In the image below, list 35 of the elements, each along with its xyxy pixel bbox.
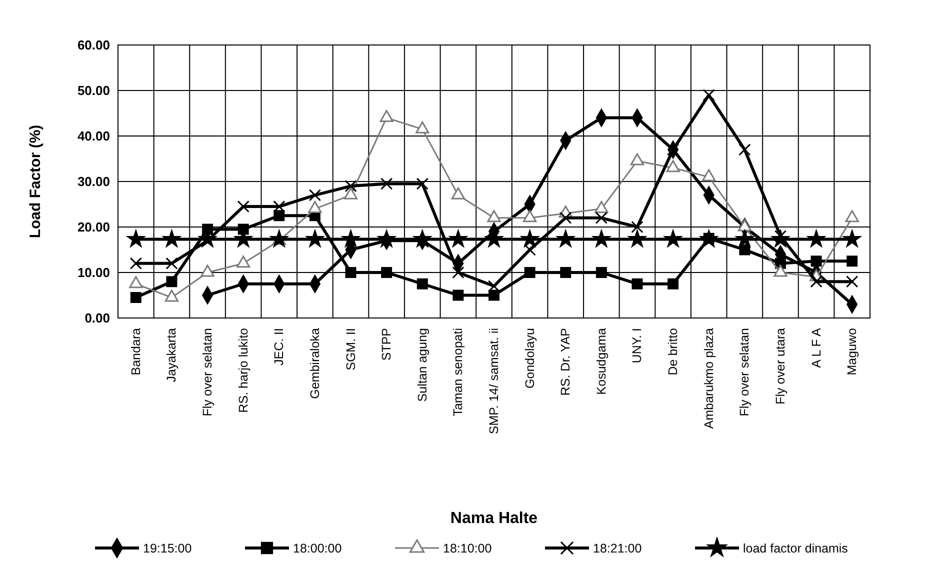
- x-tick-label: Maguwo: [845, 328, 860, 376]
- x-tick-label: Sultan agung: [415, 328, 430, 402]
- x-tick-label: Taman senopati: [451, 328, 466, 416]
- x-tick-label: Fly over utara: [773, 328, 788, 404]
- x-tick-label: Jayakarta: [164, 328, 179, 382]
- legend-label: load factor dinamis: [743, 541, 848, 556]
- y-tick-label: 30.00: [77, 174, 110, 190]
- x-tick-label: UNY. I: [630, 328, 644, 364]
- y-tick-label: 50.00: [77, 83, 110, 98]
- y-tick-label: 20.00: [77, 220, 110, 235]
- x-tick-label: Gondolayu: [522, 328, 537, 388]
- x-tick-label: RS. harjo lukito: [236, 328, 250, 413]
- legend-label: 18:21:00: [593, 541, 642, 556]
- x-tick-label: RS. Dr. YAP: [558, 328, 573, 396]
- y-tick-label: 10.00: [77, 265, 110, 280]
- x-tick-label: A L F A: [809, 327, 824, 368]
- legend-label: 19:15:00: [143, 541, 192, 556]
- x-tick-label: De britto: [666, 328, 680, 376]
- y-axis-title: Load Factor (%): [27, 124, 44, 238]
- y-tick-label: 60.00: [77, 38, 110, 53]
- x-tick-label: Gembiraloka: [308, 328, 322, 399]
- y-tick-label: 40.00: [77, 128, 110, 144]
- x-tick-label: JEC. II: [272, 328, 286, 366]
- x-tick-label: Ambarukmo plaza: [702, 328, 716, 429]
- legend-label: 18:10:00: [443, 541, 492, 556]
- x-tick-label: STPP: [380, 328, 394, 361]
- y-tick-label: 0.00: [84, 310, 110, 326]
- legend-label: 18:00:00: [293, 541, 342, 556]
- x-tick-label: SGM. II: [344, 328, 358, 370]
- x-tick-label: Bandara: [128, 328, 143, 376]
- x-tick-label: SMP. 14/ samsat. ii: [487, 328, 501, 434]
- x-tick-label: Fly over selatan: [200, 328, 215, 416]
- x-tick-label: Fly over selatan: [738, 328, 752, 416]
- x-tick-label: Kosudgama: [594, 328, 608, 395]
- x-axis-title: Nama Halte: [450, 510, 538, 527]
